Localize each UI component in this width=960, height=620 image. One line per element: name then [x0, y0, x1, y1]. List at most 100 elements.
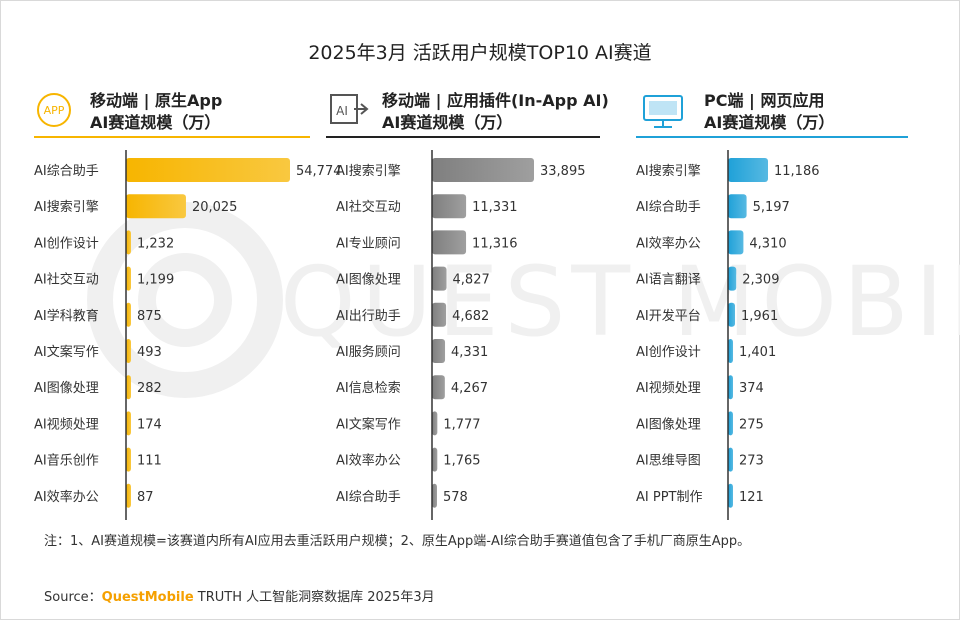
value-label: 493: [137, 345, 162, 360]
bar: [126, 230, 131, 255]
category-label: AI语言翻译: [636, 273, 701, 288]
category-label: AI搜索引擎: [336, 164, 401, 179]
value-label: 875: [137, 309, 162, 324]
value-label: 275: [739, 417, 764, 432]
panel-heading-line2: AI赛道规模（万）: [382, 113, 513, 132]
category-label: AI效率办公: [336, 453, 401, 469]
svg-text:APP: APP: [44, 104, 65, 117]
bar: [728, 266, 737, 291]
value-label: 11,331: [472, 200, 517, 215]
value-label: 374: [739, 381, 764, 396]
value-label: 282: [137, 381, 162, 396]
category-label: AI出行助手: [336, 309, 401, 324]
bar: [432, 483, 437, 508]
bar: [126, 339, 131, 363]
category-label: AI文案写作: [336, 417, 401, 432]
category-label: AI搜索引擎: [636, 164, 701, 179]
category-label: AI PPT制作: [636, 490, 702, 505]
bar: [126, 411, 131, 436]
bar: [126, 266, 131, 291]
category-label: AI音乐创作: [34, 453, 99, 469]
ai-plugin-icon: AI: [330, 94, 370, 130]
category-label: AI图像处理: [34, 381, 99, 396]
bar: [728, 447, 733, 472]
category-label: AI开发平台: [636, 308, 701, 324]
pc-web-bar-chart: AI搜索引擎 11,186 AI综合助手 5,197 AI效率办公 4,310 AI语言翻译…: [636, 150, 820, 520]
source-rest: TRUTH 人工智能洞察数据库 2025年3月: [193, 590, 435, 605]
panel-in-app-header: AI 移动端 | 应用插件(In-App AI) AI赛道规模（万）: [326, 88, 609, 138]
panel-heading-line1: PC端 | 网页应用: [704, 91, 825, 110]
page-title: 2025年3月 活跃用户规模TOP10 AI赛道: [308, 42, 652, 64]
category-label: AI搜索引擎: [34, 200, 99, 215]
value-label: 4,310: [749, 236, 786, 251]
bar: [432, 447, 438, 472]
value-label: 4,827: [453, 273, 490, 288]
footnote: 注：1、AI赛道规模=该赛道内所有AI应用去重活跃用户规模；2、原生App端-A…: [44, 534, 751, 549]
bar: [728, 230, 744, 255]
category-label: AI社交互动: [336, 199, 401, 215]
panel-pc-web-header: PC端 | 网页应用 AI赛道规模（万）: [636, 88, 908, 138]
value-label: 1,765: [443, 454, 480, 469]
bar: [126, 194, 186, 219]
bar: [432, 302, 447, 327]
value-label: 111: [137, 454, 162, 469]
value-label: 4,682: [452, 309, 489, 324]
app-icon: APP: [36, 92, 72, 132]
in-app-plugin-bar-chart: AI搜索引擎 33,895 AI社交互动 11,331 AI专业顾问 11,316 AI图像…: [336, 150, 586, 520]
bar: [432, 230, 467, 255]
value-label: 273: [739, 454, 764, 469]
bar: [728, 411, 733, 436]
value-label: 87: [137, 490, 154, 505]
source-prefix: Source：: [44, 590, 102, 605]
category-label: AI效率办公: [34, 489, 99, 505]
svg-text:AI: AI: [336, 104, 348, 118]
bar: [728, 302, 736, 327]
panel-underline: [636, 136, 908, 138]
bar: [432, 158, 534, 182]
category-label: AI视频处理: [34, 417, 99, 432]
panel-heading-line2: AI赛道规模（万）: [90, 113, 221, 132]
value-label: 4,331: [451, 345, 488, 360]
value-label: 2,309: [742, 273, 779, 288]
panel-heading-line2: AI赛道规模（万）: [704, 113, 835, 132]
bar: [432, 375, 445, 400]
bar: [728, 339, 734, 363]
category-label: AI学科教育: [34, 308, 99, 324]
bar: [126, 375, 131, 400]
value-label: 578: [443, 490, 468, 505]
pc-monitor-icon: [642, 94, 684, 134]
value-label: 33,895: [540, 164, 586, 179]
bar: [126, 447, 131, 472]
source-brand: QuestMobile: [101, 590, 194, 605]
value-label: 1,961: [741, 309, 778, 324]
category-label: AI视频处理: [636, 381, 701, 396]
value-label: 5,197: [753, 200, 790, 215]
category-label: AI综合助手: [636, 200, 701, 215]
bar: [432, 266, 447, 291]
value-label: 11,316: [472, 236, 518, 251]
value-label: 20,025: [192, 200, 238, 215]
category-label: AI文案写作: [34, 345, 99, 360]
bar: [126, 302, 131, 327]
bar: [126, 483, 131, 508]
category-label: AI图像处理: [336, 273, 401, 288]
category-label: AI创作设计: [636, 345, 701, 360]
value-label: 1,777: [443, 417, 480, 432]
category-label: AI创作设计: [34, 236, 99, 251]
value-label: 1,401: [739, 345, 776, 360]
value-label: 1,232: [137, 236, 174, 251]
bar: [432, 411, 438, 436]
value-label: 54,774: [296, 164, 342, 179]
category-label: AI专业顾问: [336, 236, 401, 251]
bar: [728, 158, 768, 182]
source-line: Source：QuestMobile TRUTH 人工智能洞察数据库 2025年…: [44, 586, 435, 605]
category-label: AI思维导图: [636, 454, 701, 469]
category-label: AI综合助手: [34, 164, 99, 179]
value-label: 121: [739, 490, 764, 505]
bar: [728, 375, 733, 400]
bar: [432, 194, 467, 219]
panel-native-app-header: APP 移动端 | 原生App AI赛道规模（万）: [34, 88, 310, 138]
category-label: AI综合助手: [336, 490, 401, 505]
bar: [728, 483, 733, 508]
value-label: 1,199: [137, 273, 174, 288]
